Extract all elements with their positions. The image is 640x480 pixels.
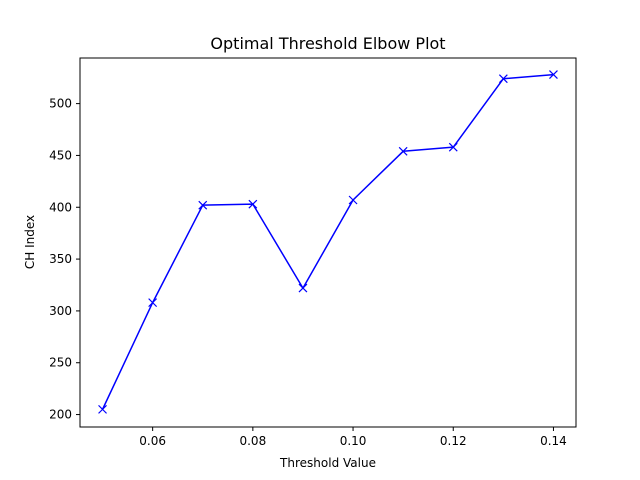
x-axis-label: Threshold Value xyxy=(279,456,376,470)
data-point-marker xyxy=(298,283,308,293)
data-point-marker xyxy=(448,142,458,152)
y-axis-label: CH Index xyxy=(23,215,37,269)
data-point-marker xyxy=(348,195,358,205)
y-axis-ticks: 200 250 300 350 400 450 500 xyxy=(49,97,80,422)
data-point-marker xyxy=(248,199,258,209)
data-point-marker xyxy=(198,200,208,210)
x-axis-ticks: 0.06 0.08 0.10 0.12 0.14 xyxy=(139,427,567,448)
y-tick-label: 400 xyxy=(49,200,72,214)
plot-area: 0.06 0.08 0.10 0.12 0.14 200 250 300 350 400 450 5… xyxy=(49,57,577,448)
axes-frame xyxy=(79,57,577,428)
x-tick-label: 0.08 xyxy=(239,434,266,448)
data-point-marker xyxy=(148,298,158,308)
data-point-marker xyxy=(549,70,558,80)
data-point-marker xyxy=(98,404,107,414)
data-point-marker xyxy=(498,74,508,84)
y-tick-label: 300 xyxy=(49,304,72,318)
series-line xyxy=(101,73,554,410)
y-tick-label: 450 xyxy=(49,148,72,162)
y-tick-label: 500 xyxy=(49,97,72,111)
x-tick-label: 0.06 xyxy=(139,434,166,448)
data-point-marker xyxy=(398,146,408,156)
y-tick-label: 350 xyxy=(49,252,72,266)
y-tick-label: 250 xyxy=(49,356,72,370)
x-tick-label: 0.12 xyxy=(440,434,467,448)
series-layer xyxy=(98,70,558,414)
chart-title: Optimal Threshold Elbow Plot xyxy=(210,34,445,53)
x-tick-label: 0.14 xyxy=(540,434,567,448)
y-tick-label: 200 xyxy=(49,408,72,422)
x-tick-label: 0.10 xyxy=(340,434,367,448)
